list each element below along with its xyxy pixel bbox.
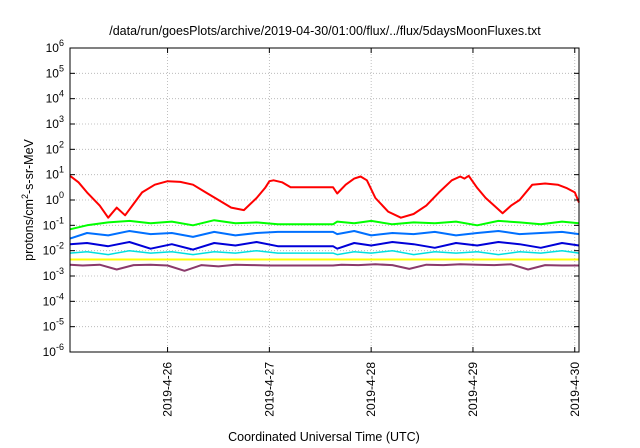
y-tick-label: 106 <box>46 38 64 55</box>
data-series <box>69 174 580 272</box>
grid-lines <box>70 48 579 352</box>
series-line-3 <box>69 230 580 240</box>
y-axis-label: protons/cm2-s-sr-MeV <box>20 138 36 260</box>
x-tick-label: 2019-4-26 <box>161 362 175 417</box>
x-tick-label: 2019-4-30 <box>568 362 582 417</box>
x-axis: 2019-4-26 2019-4-27 2019-4-28 2019-4-29 2019… <box>161 48 582 417</box>
chart-title: /data/run/goesPlots/archive/2019-04-30/0… <box>109 24 541 38</box>
series-line-5 <box>69 249 580 256</box>
y-tick-label: 102 <box>46 139 64 156</box>
y-tick-label: 10-6 <box>43 342 64 359</box>
y-tick-label: 10-2 <box>43 241 64 258</box>
y-tick-label: 10-1 <box>43 215 64 232</box>
x-axis-label: Coordinated Universal Time (UTC) <box>228 430 420 444</box>
series-line-2 <box>69 219 580 231</box>
y-tick-label: 10-5 <box>43 317 64 334</box>
series-line-7 <box>69 263 579 272</box>
series-line-4 <box>69 241 580 251</box>
y-tick-label: 105 <box>46 63 64 80</box>
y-tick-label: 10-3 <box>43 266 64 283</box>
y-axis-label-main: protons/cm <box>22 199 36 261</box>
y-tick-label: 104 <box>46 89 64 106</box>
y-tick-label: 103 <box>46 114 64 131</box>
y-tick-label: 100 <box>46 190 64 207</box>
x-tick-label: 2019-4-27 <box>262 362 276 417</box>
y-tick-label: 101 <box>46 165 64 182</box>
x-tick-label: 2019-4-29 <box>466 362 480 417</box>
y-axis-label-rest: -s-sr-MeV <box>22 138 36 194</box>
x-tick-label: 2019-4-28 <box>364 362 378 417</box>
y-axis-label-sup: 2 <box>20 194 30 199</box>
y-tick-label: 10-4 <box>43 291 64 308</box>
y-axis: 10-6 10-5 10-4 10-3 10-2 10-1 100 101 102 103 104 1… <box>43 38 579 359</box>
series-line-1 <box>69 174 580 219</box>
